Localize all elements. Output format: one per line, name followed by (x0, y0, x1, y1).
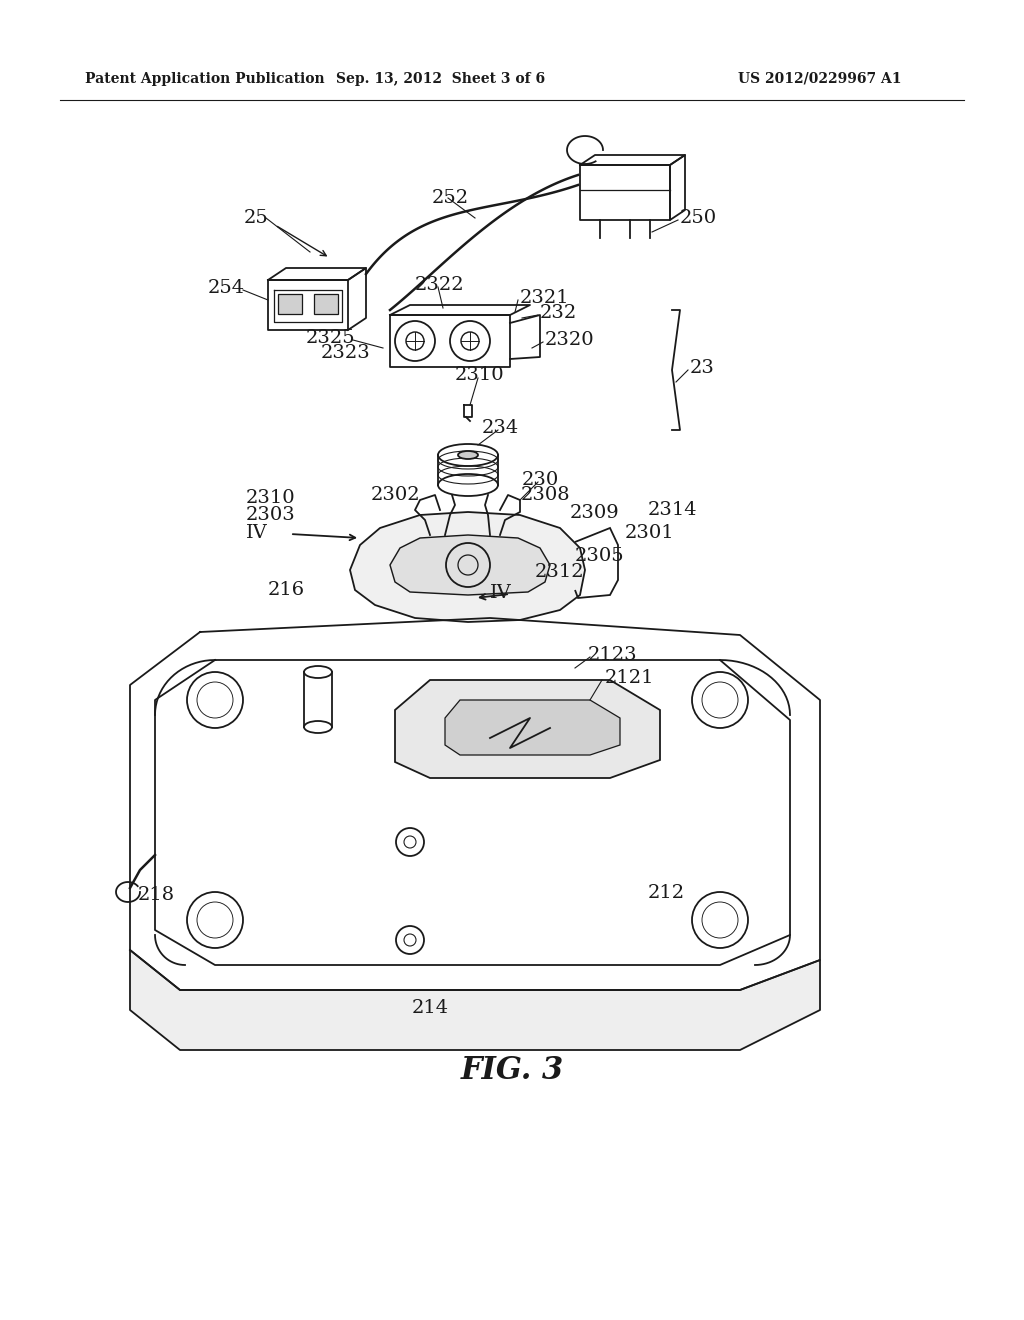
Text: 2310: 2310 (456, 366, 505, 384)
Text: 214: 214 (412, 999, 449, 1016)
Text: Sep. 13, 2012  Sheet 3 of 6: Sep. 13, 2012 Sheet 3 of 6 (336, 73, 545, 86)
Text: FIG. 3: FIG. 3 (461, 1055, 563, 1086)
Text: 2302: 2302 (371, 486, 420, 504)
Polygon shape (445, 700, 620, 755)
Text: 25: 25 (244, 209, 268, 227)
FancyBboxPatch shape (314, 294, 338, 314)
Text: 2325: 2325 (305, 329, 355, 347)
Text: 2123: 2123 (588, 645, 638, 664)
Text: 232: 232 (540, 304, 578, 322)
Polygon shape (390, 535, 550, 595)
Text: 2121: 2121 (605, 669, 654, 686)
Ellipse shape (304, 667, 332, 678)
Polygon shape (130, 950, 820, 1049)
FancyBboxPatch shape (278, 294, 302, 314)
Text: 2303: 2303 (246, 506, 295, 524)
Text: 2314: 2314 (648, 502, 697, 519)
Polygon shape (350, 512, 585, 622)
Ellipse shape (438, 444, 498, 466)
Text: US 2012/0229967 A1: US 2012/0229967 A1 (737, 73, 901, 86)
Text: 23: 23 (690, 359, 715, 378)
Text: 250: 250 (680, 209, 717, 227)
Text: 2308: 2308 (520, 486, 569, 504)
Text: 2309: 2309 (570, 504, 620, 521)
Text: 2305: 2305 (575, 546, 625, 565)
Text: 230: 230 (521, 471, 559, 488)
Text: 234: 234 (481, 418, 518, 437)
Ellipse shape (304, 721, 332, 733)
Text: 2321: 2321 (520, 289, 569, 308)
Ellipse shape (458, 451, 478, 459)
Polygon shape (395, 680, 660, 777)
Text: IV: IV (490, 583, 512, 602)
Text: 2322: 2322 (415, 276, 465, 294)
Text: 2301: 2301 (625, 524, 675, 543)
Text: 212: 212 (648, 884, 685, 902)
Text: 2323: 2323 (321, 345, 370, 362)
Text: IV: IV (246, 524, 268, 543)
Text: 2312: 2312 (535, 564, 585, 581)
Ellipse shape (438, 474, 498, 496)
Text: 254: 254 (208, 279, 245, 297)
Text: 252: 252 (431, 189, 469, 207)
Text: 216: 216 (268, 581, 305, 599)
Text: 218: 218 (138, 886, 175, 904)
Text: 2310: 2310 (246, 488, 295, 507)
Text: 2320: 2320 (545, 331, 595, 348)
Text: Patent Application Publication: Patent Application Publication (85, 73, 325, 86)
